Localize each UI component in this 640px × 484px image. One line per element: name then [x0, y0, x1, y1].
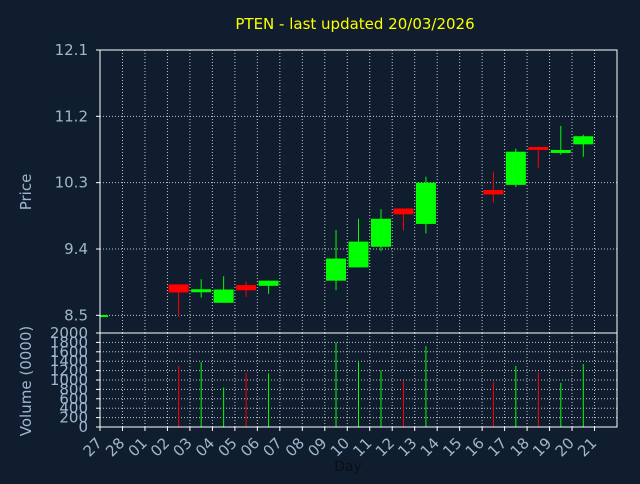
candle-body — [326, 258, 347, 281]
candle-body — [550, 149, 571, 153]
volume-tick-label: 1400 — [50, 352, 88, 370]
price-tick-label: 12.1 — [55, 41, 88, 59]
candle-body — [213, 289, 234, 303]
volume-panel-frame — [99, 332, 618, 428]
volume-tick-label: 200 — [59, 409, 88, 427]
candle-body — [573, 136, 594, 145]
price-tick-label: 10.3 — [55, 174, 88, 192]
volume-tick-label: 0 — [78, 418, 88, 436]
volume-tick-label: 1200 — [50, 362, 88, 380]
candle-body — [258, 280, 279, 286]
volume-tick-label: 1000 — [50, 371, 88, 389]
candle-body — [370, 218, 391, 247]
price-tick-label: 9.4 — [64, 240, 88, 258]
volume-tick-label: 800 — [59, 380, 88, 398]
volume-tick-label: 600 — [59, 390, 88, 408]
volume-tick-label: 1600 — [50, 343, 88, 361]
x-axis-label: Day — [334, 459, 362, 475]
candle-body — [415, 182, 436, 224]
candle-body — [191, 289, 212, 293]
candle-body — [505, 151, 526, 185]
volume-tick-label: 400 — [59, 399, 88, 417]
candles-layer — [100, 125, 594, 318]
candle-body — [168, 284, 189, 293]
x-tick-label: 21 — [574, 434, 600, 460]
tick-labels-layer: 8.59.410.311.212.10200400600800100012001… — [50, 41, 601, 460]
candle-body — [393, 208, 414, 215]
chart-title: PTEN - last updated 20/03/2026 — [235, 15, 474, 33]
price-tick-label: 11.2 — [55, 107, 88, 125]
volume-bars-layer — [178, 342, 584, 427]
axes-layer — [96, 49, 618, 431]
price-axis-label: Price — [17, 174, 35, 211]
volume-tick-label: 2000 — [50, 324, 88, 342]
candle-body — [236, 285, 257, 291]
candle-body — [348, 241, 369, 268]
price-tick-label: 8.5 — [64, 306, 88, 324]
candle-body — [483, 190, 504, 195]
volume-axis-label: Volume (0000) — [17, 326, 35, 436]
volume-tick-label: 1800 — [50, 333, 88, 351]
candle-body — [528, 147, 549, 151]
